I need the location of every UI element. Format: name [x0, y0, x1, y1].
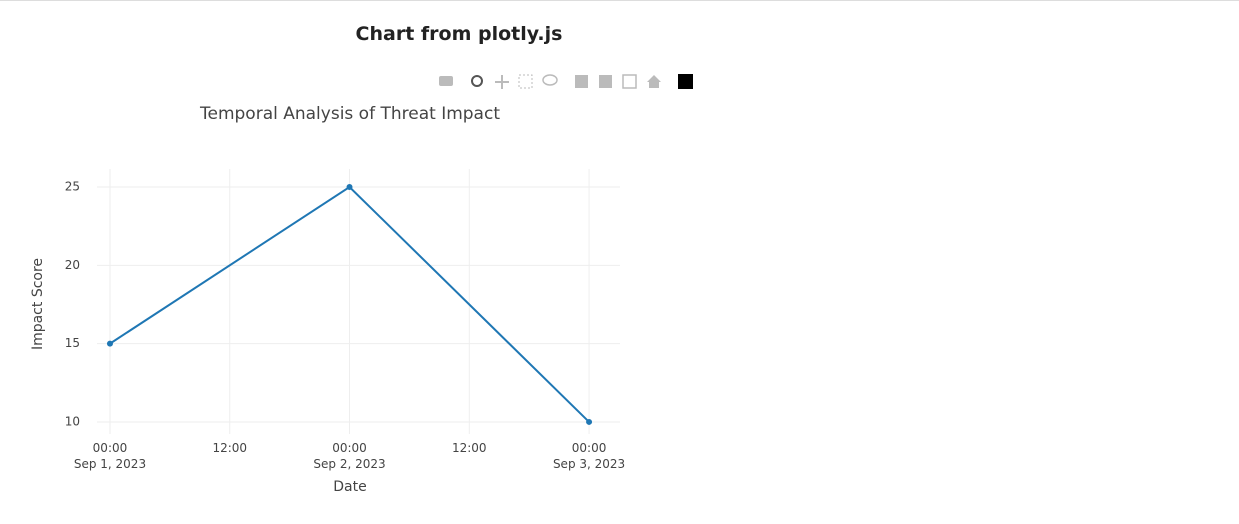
reset-icon[interactable] [647, 75, 661, 88]
point [106, 340, 113, 347]
y-tick-label: 25 [65, 180, 80, 194]
y-tick-label: 20 [65, 258, 80, 272]
x-tick-label: 00:00 Sep 2, 2023 [313, 441, 385, 471]
zoom-icon[interactable] [471, 75, 483, 87]
point [586, 418, 593, 425]
box-select-icon[interactable] [518, 74, 533, 89]
x-tick-label: 12:00 [452, 441, 487, 455]
y-axis-title: Impact Score [30, 258, 46, 350]
chart-title: Temporal Analysis of Threat Impact [199, 104, 500, 124]
modebar [439, 74, 693, 89]
x-tick-label: 00:00 Sep 1, 2023 [74, 441, 146, 471]
x-tick-label: 00:00 Sep 3, 2023 [553, 441, 625, 471]
plotly-logo[interactable] [678, 74, 693, 89]
y-tick-label: 10 [65, 414, 80, 428]
zoom-out-icon[interactable] [599, 75, 612, 88]
zoom-in-icon[interactable] [575, 75, 588, 88]
pan-icon[interactable] [495, 75, 509, 89]
point [346, 184, 353, 191]
camera-icon[interactable] [439, 76, 453, 86]
page-title: Chart from plotly.js [355, 23, 563, 45]
autoscale-icon[interactable] [622, 74, 637, 89]
x-tick-label: 12:00 [212, 441, 247, 455]
y-tick-label: 15 [65, 336, 80, 350]
lasso-icon[interactable] [542, 74, 558, 86]
x-axis-title: Date [333, 479, 366, 495]
